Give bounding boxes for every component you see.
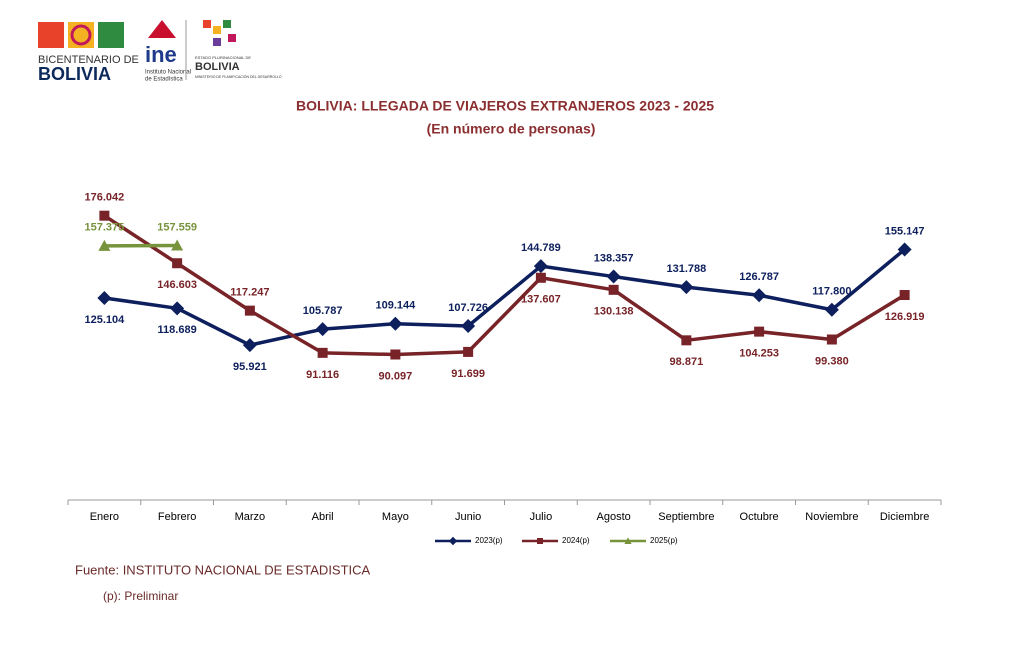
logo-text: BOLIVIA xyxy=(38,64,111,84)
data-point xyxy=(244,305,255,316)
data-label: 157.559 xyxy=(157,221,197,233)
source: Fuente: INSTITUTO NACIONAL DE ESTADISTIC… xyxy=(75,562,371,577)
x-tick-label: Febrero xyxy=(158,511,197,523)
x-tick-label: Enero xyxy=(90,511,119,523)
legend-marker xyxy=(448,536,458,546)
x-tick-label: Diciembre xyxy=(880,511,930,523)
x-tick-label: Septiembre xyxy=(658,511,714,523)
data-label: 91.116 xyxy=(306,369,339,381)
data-point xyxy=(172,258,183,269)
data-label: 146.603 xyxy=(157,279,197,291)
data-label: 137.607 xyxy=(521,294,561,306)
data-point xyxy=(535,272,546,283)
data-point xyxy=(752,288,767,303)
data-label: 117.247 xyxy=(230,287,269,299)
data-point xyxy=(899,290,910,301)
legend-label: 2025(p) xyxy=(650,536,678,545)
logo-tile xyxy=(213,38,221,46)
data-point xyxy=(681,335,692,346)
data-point xyxy=(97,290,112,305)
data-label: 176.042 xyxy=(84,192,124,204)
x-tick-label: Abril xyxy=(312,511,334,523)
logo-tile xyxy=(213,26,221,34)
data-label: 99.380 xyxy=(815,355,849,367)
note: (p): Preliminar xyxy=(103,589,178,603)
data-point xyxy=(608,284,619,295)
data-point xyxy=(824,302,839,317)
data-point xyxy=(171,239,184,251)
data-point xyxy=(390,349,401,360)
data-label: 157.375 xyxy=(84,222,124,234)
logo-tile xyxy=(223,20,231,28)
logo-text: Instituto Nacional xyxy=(145,70,191,76)
data-point xyxy=(388,316,403,331)
data-point xyxy=(315,322,330,337)
data-label: 126.787 xyxy=(739,271,779,283)
chart-title: BOLIVIA: LLEGADA DE VIAJEROS EXTRANJEROS… xyxy=(296,98,714,114)
chart-subtitle: (En número de personas) xyxy=(427,121,596,137)
series-line xyxy=(104,248,906,347)
x-tick-label: Octubre xyxy=(740,511,779,523)
x-tick-label: Mayo xyxy=(382,511,409,523)
data-label: 91.699 xyxy=(451,368,485,380)
data-point xyxy=(606,269,621,284)
data-point xyxy=(463,346,474,357)
data-label: 125.104 xyxy=(84,314,125,326)
data-point xyxy=(679,280,694,295)
logo-estado: ESTADO PLURINACIONAL DE BOLIVIA MINISTER… xyxy=(195,20,282,79)
x-tick-label: Agosto xyxy=(597,511,631,523)
data-label: 107.726 xyxy=(448,302,488,314)
data-point xyxy=(99,210,110,221)
data-label: 90.097 xyxy=(379,370,413,382)
data-label: 144.789 xyxy=(521,242,561,254)
logo-tile xyxy=(228,34,236,42)
x-tick-label: Noviembre xyxy=(805,511,858,523)
data-point xyxy=(897,242,912,257)
logo-ine: ine Instituto Nacional de Estadística xyxy=(145,20,191,83)
data-point xyxy=(317,347,328,358)
legend-label: 2024(p) xyxy=(562,536,590,545)
logo-text: ESTADO PLURINACIONAL DE xyxy=(195,55,251,60)
data-label: 138.357 xyxy=(594,252,634,264)
data-label: 155.147 xyxy=(885,225,925,237)
data-label: 104.253 xyxy=(739,348,779,360)
logo-text: BOLIVIA xyxy=(195,61,240,73)
logo-tile xyxy=(38,22,64,48)
data-label: 95.921 xyxy=(233,361,267,373)
legend-label: 2023(p) xyxy=(475,536,503,545)
data-point xyxy=(98,239,111,251)
data-label: 131.788 xyxy=(666,263,706,275)
logo-spiral xyxy=(70,24,92,46)
data-point xyxy=(461,319,476,334)
data-point xyxy=(826,334,837,345)
logo-text: BICENTENARIO DE xyxy=(38,54,139,66)
logo-bicentenario: BICENTENARIO DE BOLIVIA xyxy=(38,22,139,84)
data-label: 105.787 xyxy=(303,305,343,317)
legend-marker xyxy=(537,538,543,544)
data-label: 130.138 xyxy=(594,306,634,318)
data-point xyxy=(170,301,185,316)
logo-text: de Estadística xyxy=(145,77,183,83)
data-label: 117.800 xyxy=(812,286,851,298)
logo-tile xyxy=(98,22,124,48)
x-tick-label: Marzo xyxy=(235,511,266,523)
series-line xyxy=(103,214,906,357)
logo-shape xyxy=(148,20,176,38)
x-tick-label: Julio xyxy=(530,511,553,523)
data-point xyxy=(242,338,257,353)
data-point xyxy=(533,259,548,274)
legend-marker xyxy=(624,537,632,544)
logo-text: MINISTERIO DE PLANIFICACIÓN DEL DESARROL… xyxy=(195,74,282,79)
x-tick-label: Junio xyxy=(455,511,481,523)
data-label: 118.689 xyxy=(158,324,197,336)
data-label: 126.919 xyxy=(885,311,925,323)
logo-text: ine xyxy=(145,42,177,67)
data-point xyxy=(754,326,765,337)
data-label: 109.144 xyxy=(375,300,416,312)
data-label: 98.871 xyxy=(670,356,704,368)
logo-tile xyxy=(203,20,211,28)
